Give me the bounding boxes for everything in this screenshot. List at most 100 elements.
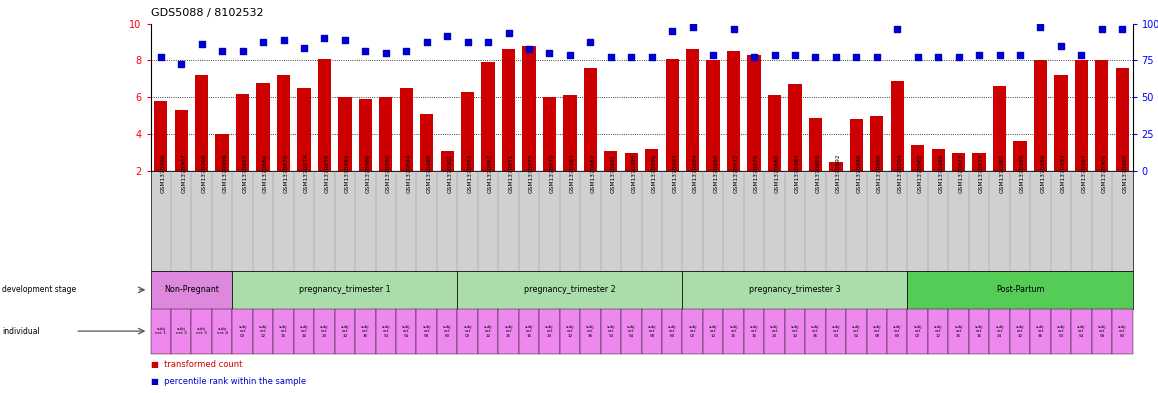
Text: subj
ect
16: subj ect 16	[749, 325, 758, 338]
Text: GSM1370883: GSM1370883	[570, 153, 574, 193]
Point	[499, 29, 518, 36]
Point	[643, 53, 661, 60]
Point	[459, 39, 477, 45]
Point	[478, 39, 497, 45]
Point	[785, 52, 804, 58]
Text: GSM1370887: GSM1370887	[591, 153, 595, 193]
Text: subj
ect
58: subj ect 58	[423, 325, 431, 338]
Bar	[461, 92, 475, 171]
Text: GSM1370891: GSM1370891	[611, 153, 616, 193]
Bar	[501, 50, 515, 171]
Bar	[584, 68, 598, 171]
Text: GSM1370880: GSM1370880	[775, 153, 779, 193]
Text: subj
ect 3: subj ect 3	[196, 327, 207, 335]
Point	[1072, 52, 1091, 58]
Text: subj
ect
53: subj ect 53	[381, 325, 390, 338]
Text: subj
ect
24: subj ect 24	[995, 325, 1004, 338]
Bar	[543, 97, 556, 171]
Text: development stage: development stage	[2, 285, 76, 294]
Text: subj
ect
24: subj ect 24	[545, 325, 554, 338]
Point	[765, 52, 784, 58]
Text: GSM1370893: GSM1370893	[1061, 153, 1065, 193]
Point	[1051, 42, 1070, 49]
Bar	[1075, 61, 1089, 171]
Point	[1113, 26, 1131, 32]
Point	[662, 28, 681, 34]
Bar	[482, 62, 494, 171]
Bar	[379, 97, 393, 171]
Text: GSM1370863: GSM1370863	[468, 153, 472, 193]
Text: GSM1370869: GSM1370869	[938, 153, 943, 193]
Point	[846, 53, 865, 60]
Point	[969, 52, 988, 58]
Text: GSM1370875: GSM1370875	[529, 153, 534, 193]
Bar	[1013, 141, 1027, 171]
Bar	[563, 95, 577, 171]
Point	[356, 48, 374, 54]
Text: subj
ect
16: subj ect 16	[300, 325, 308, 338]
Text: GDS5088 / 8102532: GDS5088 / 8102532	[151, 8, 263, 18]
Point	[683, 24, 702, 30]
Point	[581, 39, 600, 45]
Text: subj
ect
02: subj ect 02	[688, 325, 697, 338]
Point	[560, 52, 579, 58]
Text: subj
ect
54: subj ect 54	[852, 325, 860, 338]
Point	[622, 53, 640, 60]
Point	[171, 61, 190, 67]
Text: subj
ect
02: subj ect 02	[914, 325, 922, 338]
Text: GSM1370865: GSM1370865	[917, 153, 923, 193]
Bar	[522, 46, 536, 171]
Bar	[195, 75, 208, 171]
Text: GSM1370885: GSM1370885	[1020, 153, 1025, 193]
Point	[1092, 26, 1111, 32]
Text: GSM1370892: GSM1370892	[836, 153, 841, 193]
Point	[724, 26, 742, 32]
Text: subj
ect
60: subj ect 60	[442, 325, 452, 338]
Bar	[870, 116, 884, 171]
Point	[908, 53, 926, 60]
Bar	[666, 59, 679, 171]
Text: GSM1370881: GSM1370881	[999, 153, 1004, 193]
Point	[336, 37, 354, 43]
Text: subj
ect
16: subj ect 16	[525, 325, 534, 338]
Text: GSM1370904: GSM1370904	[897, 153, 902, 193]
Text: subj
ect
53: subj ect 53	[831, 325, 841, 338]
Text: subj
ect
02: subj ect 02	[463, 325, 472, 338]
Point	[1031, 24, 1049, 30]
Bar	[829, 162, 843, 171]
Text: subj
ect
16: subj ect 16	[975, 325, 983, 338]
Text: subj
ect
58: subj ect 58	[1098, 325, 1106, 338]
Text: ■  percentile rank within the sample: ■ percentile rank within the sample	[151, 378, 306, 386]
Text: GSM1370906: GSM1370906	[161, 153, 166, 193]
Bar	[1095, 61, 1108, 171]
Text: subj
ect
54: subj ect 54	[402, 325, 411, 338]
Text: subj
ect
15: subj ect 15	[954, 325, 963, 338]
Bar	[277, 75, 291, 171]
Point	[704, 52, 723, 58]
Bar	[298, 88, 310, 171]
Text: GSM1370896: GSM1370896	[856, 153, 862, 193]
Text: GSM1370889: GSM1370889	[1041, 153, 1046, 193]
Text: GSM1370876: GSM1370876	[754, 153, 758, 193]
Bar	[215, 134, 229, 171]
Bar	[1054, 75, 1068, 171]
Text: subj
ect
32: subj ect 32	[1016, 325, 1025, 338]
Text: GSM1370871: GSM1370871	[508, 153, 513, 193]
Text: subj
ect
12: subj ect 12	[933, 325, 943, 338]
Text: GSM1370886: GSM1370886	[366, 153, 371, 193]
Point	[438, 33, 456, 40]
Text: pregnancy_trimester 3: pregnancy_trimester 3	[749, 285, 841, 294]
Point	[213, 48, 232, 54]
Text: subj
ect
58: subj ect 58	[647, 325, 657, 338]
Text: individual: individual	[2, 327, 41, 336]
Text: subj
ect
12: subj ect 12	[484, 325, 492, 338]
Text: GSM1370870: GSM1370870	[284, 153, 288, 193]
Text: subj
ect
36: subj ect 36	[586, 325, 595, 338]
Point	[1011, 52, 1029, 58]
Bar	[768, 95, 782, 171]
Point	[520, 46, 538, 53]
Text: GSM1370874: GSM1370874	[303, 153, 309, 193]
Bar	[952, 152, 966, 171]
Point	[950, 53, 968, 60]
Text: subj
ect
60: subj ect 60	[1117, 325, 1127, 338]
